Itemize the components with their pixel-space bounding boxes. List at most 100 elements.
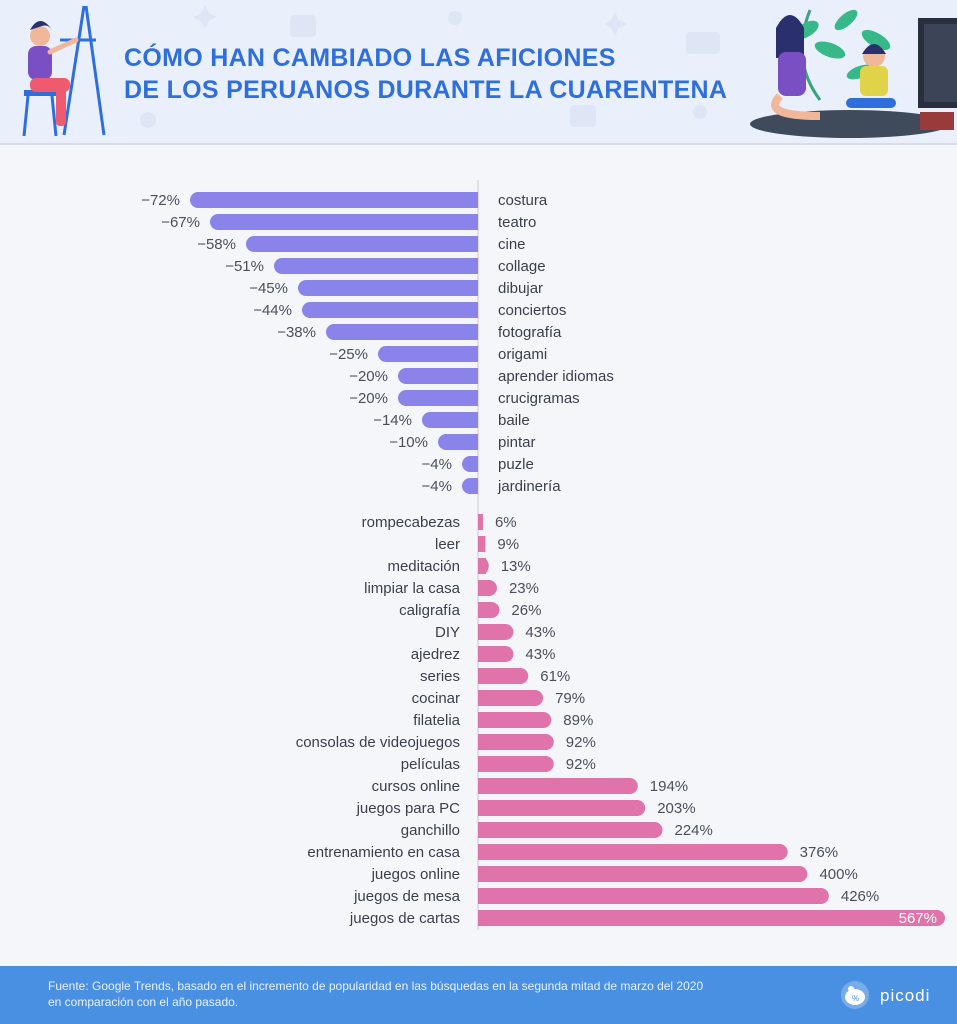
bar-increase-edge bbox=[478, 888, 486, 904]
bar-increase bbox=[478, 690, 544, 706]
bar-decrease-edge bbox=[470, 390, 478, 406]
bar-increase-edge bbox=[478, 778, 486, 794]
bar-decrease-edge bbox=[470, 478, 478, 494]
header-banner: CÓMO HAN CAMBIADO LAS AFICIONES DE LOS P… bbox=[0, 0, 957, 145]
bar-decrease bbox=[274, 258, 478, 274]
bar-decrease bbox=[246, 236, 478, 252]
bar-increase-edge bbox=[478, 844, 486, 860]
category-label: entrenamiento en casa bbox=[307, 844, 460, 861]
category-label: cocinar bbox=[412, 690, 460, 707]
bar-decrease-edge bbox=[470, 236, 478, 252]
value-label: −58% bbox=[197, 236, 236, 253]
category-label: juegos de mesa bbox=[353, 888, 461, 905]
category-label: juegos para PC bbox=[356, 800, 461, 817]
bar-decrease-edge bbox=[470, 434, 478, 450]
value-label: 92% bbox=[566, 756, 596, 773]
category-label: leer bbox=[435, 536, 460, 553]
value-label: 224% bbox=[674, 822, 712, 839]
value-label: −45% bbox=[249, 280, 288, 297]
category-label: ganchillo bbox=[401, 822, 460, 839]
category-label: origami bbox=[498, 346, 547, 363]
title-line-2: DE LOS PERUANOS DURANTE LA CUARENTENA bbox=[124, 76, 728, 104]
bar-increase bbox=[478, 734, 554, 750]
bar-increase-edge bbox=[478, 602, 486, 618]
value-label: 43% bbox=[525, 646, 555, 663]
bar-increase bbox=[478, 624, 514, 640]
value-label: 89% bbox=[563, 712, 593, 729]
category-label: ajedrez bbox=[411, 646, 460, 663]
bar-increase-edge bbox=[478, 712, 486, 728]
bar-decrease bbox=[298, 280, 478, 296]
bar-decrease bbox=[422, 412, 478, 428]
bar-increase bbox=[478, 822, 663, 838]
value-label: −44% bbox=[253, 302, 292, 319]
bar-increase-edge bbox=[478, 580, 486, 596]
category-label: jardinería bbox=[497, 478, 561, 495]
bar-chart: −72% costura −67% teatro −58% cine −51% collage… bbox=[141, 180, 945, 930]
value-label: 567% bbox=[899, 910, 937, 927]
category-label: costura bbox=[498, 192, 548, 209]
bar-increase-edge bbox=[478, 536, 486, 552]
value-label: 79% bbox=[555, 690, 585, 707]
bar-decrease-edge bbox=[470, 368, 478, 384]
category-label: meditación bbox=[387, 558, 460, 575]
category-label: limpiar la casa bbox=[364, 580, 461, 597]
category-label: DIY bbox=[435, 624, 460, 641]
value-label: −51% bbox=[225, 258, 264, 275]
value-label: 9% bbox=[497, 536, 519, 553]
value-label: 13% bbox=[501, 558, 531, 575]
bar-decrease bbox=[398, 390, 478, 406]
bar-increase bbox=[478, 712, 552, 728]
value-label: 23% bbox=[509, 580, 539, 597]
category-label: rompecabezas bbox=[362, 514, 460, 531]
value-label: −25% bbox=[329, 346, 368, 363]
background-icons bbox=[140, 5, 720, 128]
bar-decrease-edge bbox=[470, 280, 478, 296]
page-title: CÓMO HAN CAMBIADO LAS AFICIONES DE LOS P… bbox=[124, 42, 727, 106]
category-label: dibujar bbox=[498, 280, 543, 297]
bar-increase bbox=[478, 910, 945, 926]
bar-increase-edge bbox=[478, 668, 486, 684]
value-label: 61% bbox=[540, 668, 570, 685]
category-label: películas bbox=[401, 756, 460, 773]
category-label: teatro bbox=[498, 214, 536, 231]
value-label: 194% bbox=[650, 778, 688, 795]
category-label: baile bbox=[498, 412, 530, 429]
title-line-1: CÓMO HAN CAMBIADO LAS AFICIONES bbox=[124, 44, 616, 72]
bar-increase bbox=[478, 756, 554, 772]
bar-decrease bbox=[378, 346, 478, 362]
bar-increase-edge bbox=[478, 756, 486, 772]
bar-increase bbox=[478, 888, 829, 904]
bar-increase bbox=[478, 866, 808, 882]
bar-increase-edge bbox=[478, 910, 486, 926]
value-label: 43% bbox=[525, 624, 555, 641]
bar-increase-edge bbox=[478, 514, 483, 530]
category-label: cine bbox=[498, 236, 526, 253]
category-label: crucigramas bbox=[498, 390, 580, 407]
value-label: 426% bbox=[841, 888, 879, 905]
category-label: consolas de videojuegos bbox=[296, 734, 460, 751]
bar-decrease bbox=[326, 324, 478, 340]
header-illustration bbox=[22, 5, 957, 138]
value-label: −20% bbox=[349, 390, 388, 407]
value-label: −20% bbox=[349, 368, 388, 385]
value-label: 400% bbox=[819, 866, 857, 883]
bar-increase-edge bbox=[478, 690, 486, 706]
value-label: 6% bbox=[495, 514, 517, 531]
footer: Fuente: Google Trends, basado en el incr… bbox=[0, 966, 957, 1024]
value-label: −4% bbox=[422, 478, 452, 495]
gaming-illustration bbox=[750, 9, 957, 138]
value-label: −10% bbox=[389, 434, 428, 451]
category-label: pintar bbox=[498, 434, 536, 451]
bar-increase-edge bbox=[478, 734, 486, 750]
bar-increase bbox=[478, 646, 514, 662]
category-label: cursos online bbox=[372, 778, 460, 795]
category-label: fotografía bbox=[498, 324, 562, 341]
bar-decrease-edge bbox=[470, 214, 478, 230]
source-line-1: Fuente: Google Trends, basado en el incr… bbox=[48, 979, 704, 993]
bar-decrease-edge bbox=[470, 456, 478, 472]
category-label: juegos online bbox=[371, 866, 460, 883]
value-label: −72% bbox=[141, 192, 180, 209]
value-label: −67% bbox=[161, 214, 200, 231]
bar-decrease-edge bbox=[470, 324, 478, 340]
